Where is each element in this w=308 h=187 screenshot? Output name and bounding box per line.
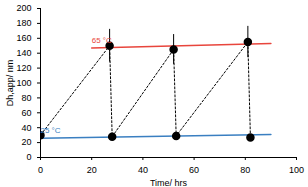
svg-text:180: 180 (16, 18, 31, 28)
svg-text:120: 120 (16, 63, 31, 73)
svg-text:80: 80 (21, 93, 31, 103)
svg-text:160: 160 (16, 33, 31, 43)
svg-text:65 °C: 65 °C (92, 36, 112, 45)
svg-text:60: 60 (189, 165, 199, 175)
svg-text:200: 200 (16, 3, 31, 13)
svg-text:25 °C: 25 °C (41, 126, 61, 135)
svg-text:40: 40 (138, 165, 148, 175)
svg-text:40: 40 (21, 123, 31, 133)
svg-text:Dh,app/ nm: Dh,app/ nm (5, 60, 15, 107)
svg-text:Time/ hrs: Time/ hrs (150, 178, 188, 187)
svg-text:0: 0 (26, 152, 31, 162)
svg-text:60: 60 (21, 108, 31, 118)
svg-text:100: 100 (16, 78, 31, 88)
svg-text:20: 20 (21, 137, 31, 147)
svg-text:80: 80 (240, 165, 250, 175)
svg-text:100: 100 (289, 165, 304, 175)
svg-text:140: 140 (16, 48, 31, 58)
svg-text:20: 20 (87, 165, 97, 175)
svg-text:0: 0 (38, 165, 43, 175)
